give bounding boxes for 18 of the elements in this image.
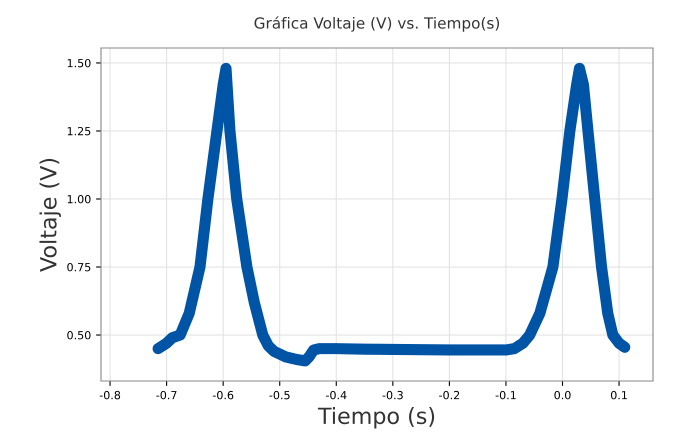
y-tick-label: 1.00: [68, 194, 91, 204]
x-tick-label: -0.5: [269, 390, 290, 400]
y-tick-label: 0.75: [67, 262, 90, 272]
y-tick-label: 0.50: [67, 330, 91, 340]
x-tick-label: 0.1: [610, 390, 627, 400]
y-tick-label: 1.50: [68, 58, 91, 68]
x-tick-label: 0.0: [554, 390, 571, 400]
x-tick-label: -0.8: [100, 390, 120, 400]
x-tick-label: -0.3: [382, 390, 403, 400]
y-tick-label: 1.25: [68, 126, 90, 136]
x-tick-label: -0.2: [439, 390, 460, 400]
x-tick-label: -0.6: [212, 390, 234, 400]
x-tick-label: -0.7: [156, 390, 176, 400]
x-tick-label: -0.1: [496, 390, 516, 400]
chart-title: Gráfica Voltaje (V) vs. Tiempo(s): [254, 16, 500, 32]
x-axis-title: Tiempo (s): [318, 407, 434, 429]
y-axis-title: Voltaje (V): [39, 158, 61, 272]
x-tick-label: -0.4: [326, 390, 346, 400]
